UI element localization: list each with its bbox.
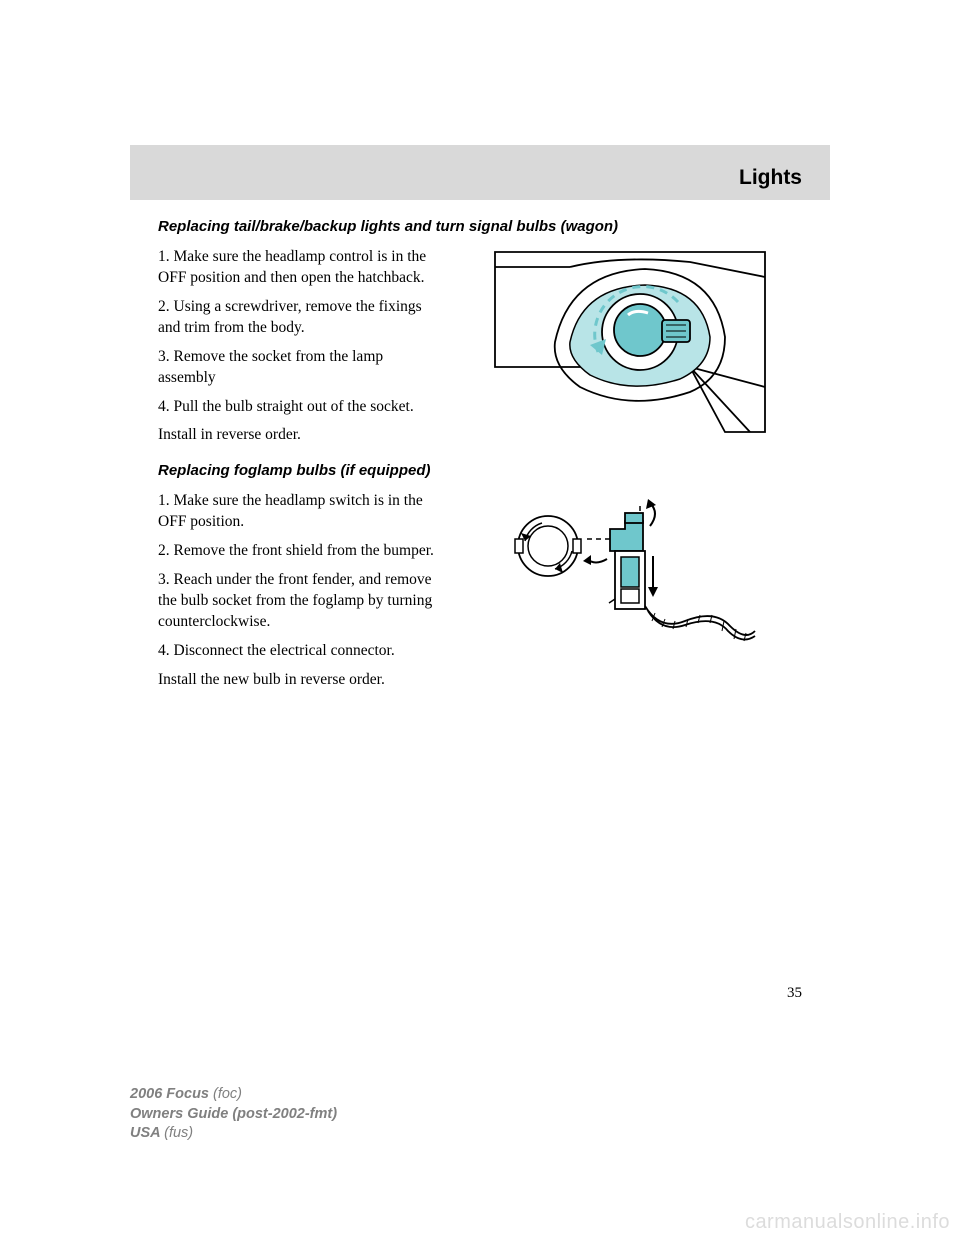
section1-p4: 4. Pull the bulb straight out of the soc… — [158, 397, 438, 418]
footer-region: USA — [130, 1125, 164, 1141]
footer: 2006 Focus (foc) Owners Guide (post-2002… — [130, 1085, 337, 1144]
footer-line3: USA (fus) — [130, 1124, 337, 1144]
section2-diagram-container — [458, 491, 802, 651]
section-title: Lights — [739, 166, 802, 190]
section2-p5: Install the new bulb in reverse order. — [158, 670, 438, 691]
footer-line2: Owners Guide (post-2002-fmt) — [130, 1105, 337, 1125]
footer-line1: 2006 Focus (foc) — [130, 1085, 337, 1105]
section1-p3: 3. Remove the socket from the lamp assem… — [158, 347, 438, 389]
section1-diagram-container — [458, 247, 802, 437]
watermark: carmanualsonline.info — [745, 1211, 950, 1234]
foglamp-diagram — [500, 491, 760, 651]
section1-p2: 2. Using a screwdriver, remove the fixin… — [158, 297, 438, 339]
footer-model: 2006 Focus — [130, 1086, 213, 1102]
page-number: 35 — [787, 985, 802, 1002]
section2-heading: Replacing foglamp bulbs (if equipped) — [158, 462, 802, 479]
section2-text: 1. Make sure the headlamp switch is in t… — [158, 491, 438, 698]
section2-p1: 1. Make sure the headlamp switch is in t… — [158, 491, 438, 533]
content-area: Replacing tail/brake/backup lights and t… — [130, 218, 830, 699]
page-container: Lights Replacing tail/brake/backup light… — [130, 145, 830, 699]
footer-code3: (fus) — [164, 1125, 193, 1141]
section1-p5: Install in reverse order. — [158, 425, 438, 446]
section1-heading: Replacing tail/brake/backup lights and t… — [158, 218, 802, 235]
section1-text: 1. Make sure the headlamp control is in … — [158, 247, 438, 454]
section2-p2: 2. Remove the front shield from the bump… — [158, 541, 438, 562]
section1-row: 1. Make sure the headlamp control is in … — [158, 247, 802, 454]
footer-code1: (foc) — [213, 1086, 242, 1102]
tail-light-diagram — [490, 247, 770, 437]
header-bar: Lights — [130, 145, 830, 200]
section2-p4: 4. Disconnect the electrical connector. — [158, 641, 438, 662]
section1-p1: 1. Make sure the headlamp control is in … — [158, 247, 438, 289]
section2-p3: 3. Reach under the front fender, and rem… — [158, 570, 438, 633]
section2-row: 1. Make sure the headlamp switch is in t… — [158, 491, 802, 698]
